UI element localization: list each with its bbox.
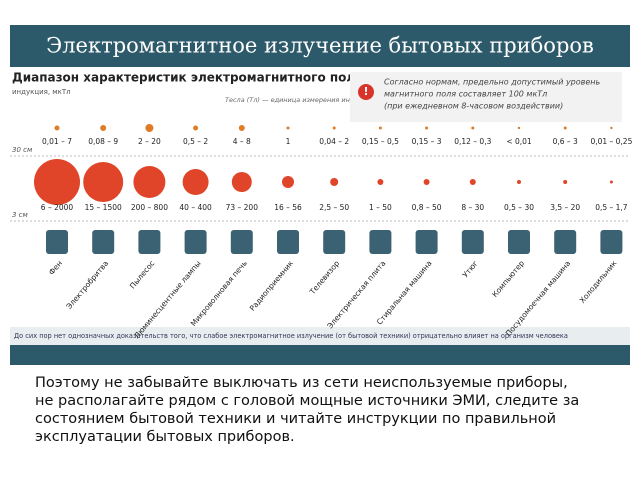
range-label: 0,04 – 2	[319, 137, 349, 146]
appliance-icon	[323, 230, 346, 254]
title-bar	[10, 25, 630, 67]
range-dot	[83, 162, 124, 202]
range-label: 0,8 – 50	[412, 203, 442, 212]
notice-box	[350, 72, 622, 122]
range-dot	[330, 178, 339, 186]
range-label: 0,15 – 3	[412, 137, 442, 146]
range-dot	[34, 159, 80, 205]
appliance-icon	[92, 230, 115, 254]
appliance-icon	[184, 230, 207, 254]
range-label: 16 – 56	[274, 203, 302, 212]
range-label: 0,01 – 0,25	[590, 137, 632, 146]
infographic: Электромагнитное излучение бытовых прибо…	[10, 25, 633, 365]
range-label: 40 – 400	[179, 203, 212, 212]
appliance-icon	[46, 230, 68, 254]
range-dot	[193, 125, 199, 131]
footnote: До сих пор нет однозначных доказательств…	[14, 332, 568, 340]
range-label: 0,5 – 30	[504, 203, 534, 212]
appliance-icon	[138, 230, 161, 254]
range-label: 15 – 1500	[85, 203, 122, 212]
range-label: 1	[286, 137, 291, 146]
range-dot	[609, 180, 613, 184]
range-dot	[286, 126, 290, 130]
row-label: 30 см	[12, 146, 33, 154]
range-label: 0,5 – 2	[183, 137, 208, 146]
title: Электромагнитное излучение бытовых прибо…	[46, 34, 594, 58]
range-label: 8 – 30	[461, 203, 484, 212]
notice-icon-bg	[358, 84, 374, 100]
row-label: 3 см	[12, 211, 29, 219]
range-dot	[517, 126, 521, 130]
advice-line: не располагайте рядом с головой мощные и…	[35, 393, 580, 445]
range-label: < 0,01	[506, 137, 532, 146]
range-dot	[423, 179, 430, 185]
range-dot	[378, 126, 382, 130]
range-dot	[231, 172, 252, 192]
notice-line: (при ежедневном 8-часовом воздействии)	[384, 102, 563, 111]
subtitle: Диапазон характеристик электромагнитного…	[12, 71, 363, 85]
range-label: 1 – 50	[369, 203, 392, 212]
appliance-icon	[230, 230, 253, 254]
range-dot	[610, 126, 613, 130]
range-label: 6 – 2000	[41, 203, 74, 212]
range-dot	[238, 125, 245, 131]
bottom-bar	[10, 345, 630, 365]
range-dot	[469, 179, 476, 185]
range-dot	[425, 126, 429, 130]
appliance-icon	[554, 230, 577, 254]
range-label: 0,6 – 3	[553, 137, 578, 146]
notice-line: Согласно нормам, предельно допустимый ур…	[384, 78, 601, 87]
range-label: 0,01 – 7	[42, 137, 72, 146]
appliance-icon	[600, 230, 623, 254]
tesla-note: Тесла (Тл) — единица измерения индукции …	[225, 96, 436, 104]
notice-icon: !	[363, 85, 368, 98]
appliance-icon	[369, 230, 392, 254]
range-dot	[145, 124, 154, 132]
advice: Поэтому не забывайте выключать из сети н…	[35, 374, 620, 446]
range-label: 0,5 – 1,7	[595, 203, 628, 212]
range-label: 3,5 – 20	[550, 203, 580, 212]
footnote-strip	[10, 327, 630, 345]
appliance-icon	[415, 230, 438, 254]
range-dot	[332, 126, 336, 130]
range-dot	[471, 126, 475, 130]
range-dot	[377, 179, 384, 185]
range-label: 73 – 200	[226, 203, 259, 212]
range-label: 4 – 8	[233, 137, 251, 146]
range-dot	[54, 125, 60, 131]
appliance-icon	[277, 230, 299, 254]
advice-line: Поэтому не забывайте выключать из сети н…	[35, 375, 568, 391]
notice-line: магнитного поля составляет 100 мкТл	[384, 90, 547, 99]
range-label: 0,12 – 0,3	[454, 137, 491, 146]
range-dot	[100, 125, 107, 131]
range-dot	[133, 166, 166, 198]
range-dot	[563, 180, 568, 184]
range-dot	[182, 169, 209, 195]
appliance-icon	[508, 230, 530, 254]
range-label: 0,15 – 0,5	[362, 137, 399, 146]
range-label: 2 – 20	[138, 137, 161, 146]
range-label: 2,5 – 50	[319, 203, 349, 212]
range-dot	[563, 126, 567, 130]
range-label: 0,08 – 9	[88, 137, 118, 146]
unit-note: индукция, мкТл	[12, 88, 71, 96]
appliance-icon	[461, 230, 484, 254]
range-dot	[282, 176, 294, 188]
range-label: 200 – 800	[131, 203, 168, 212]
range-dot	[517, 180, 521, 184]
